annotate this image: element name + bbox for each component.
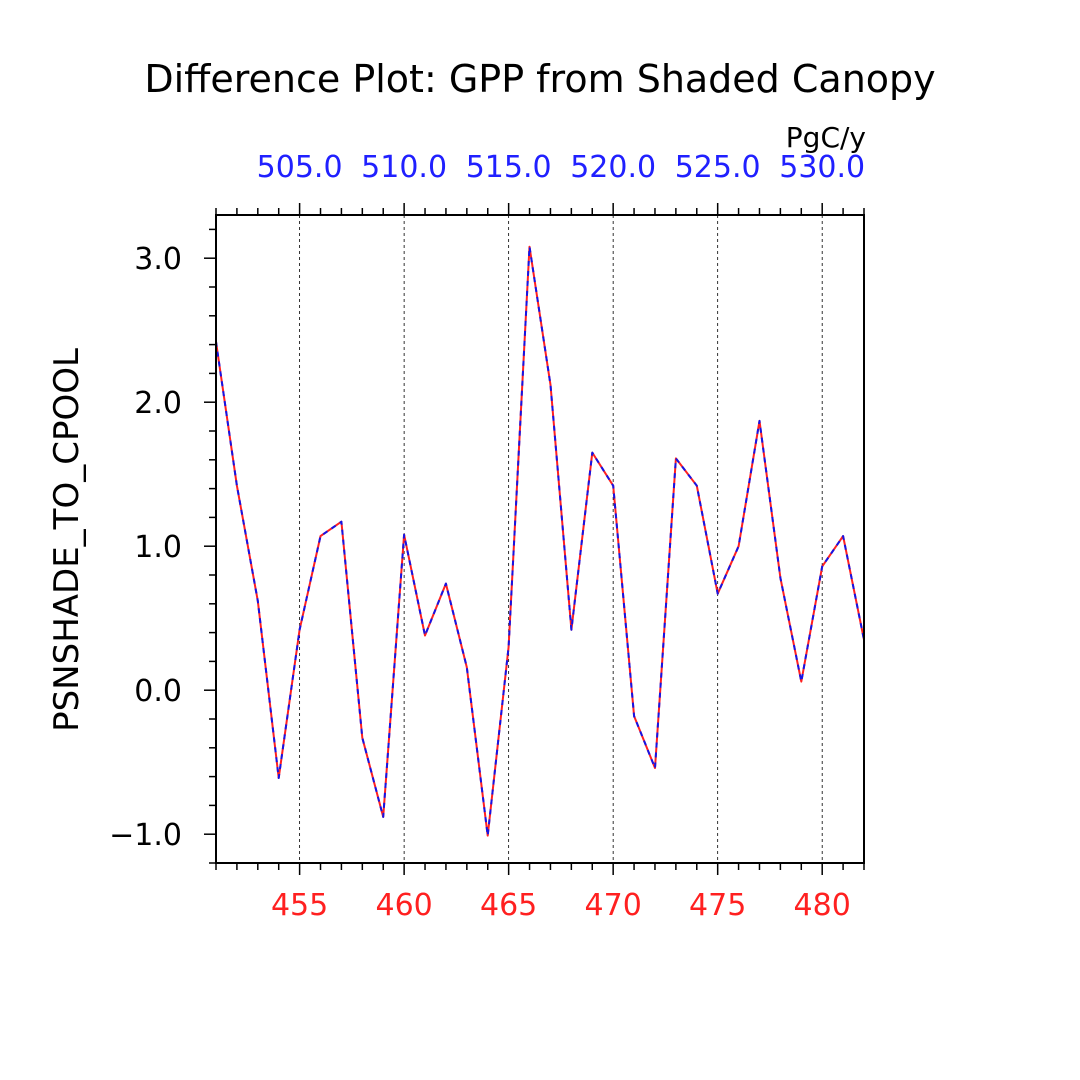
tick-labels: 455 460 465 470 475 480 505.0 510.0 515.0 520.0 52… [109,150,865,923]
series-line-2 [215,245,865,837]
y-tick-label: 2.0 [134,386,182,421]
top-tick-label: 520.0 [570,150,656,185]
top-tick-label: 525.0 [675,150,761,185]
units-label: PgC/y [786,121,866,154]
series-layer [215,245,865,837]
y-axis-label: PSNSHADE_TO_CPOOL [47,348,87,732]
x-tick-label: 465 [480,888,537,923]
axis-ticks [204,203,865,875]
y-tick-label: −1.0 [109,818,182,853]
x-tick-label: 470 [585,888,642,923]
y-tick-label: 0.0 [134,674,182,709]
chart-title: Difference Plot: GPP from Shaded Canopy [144,57,935,101]
x-tick-label: 475 [689,888,746,923]
x-tick-label: 455 [271,888,328,923]
top-tick-label: 510.0 [361,150,447,185]
plot-frame [215,214,865,864]
y-tick-label: 1.0 [134,530,182,565]
y-tick-label: 3.0 [134,242,182,277]
top-tick-label: 505.0 [257,150,343,185]
top-tick-label: 530.0 [779,150,865,185]
x-tick-label: 460 [375,888,432,923]
x-tick-label: 480 [794,888,851,923]
grid [299,215,823,863]
top-tick-label: 515.0 [466,150,552,185]
series-line-1 [215,245,865,837]
